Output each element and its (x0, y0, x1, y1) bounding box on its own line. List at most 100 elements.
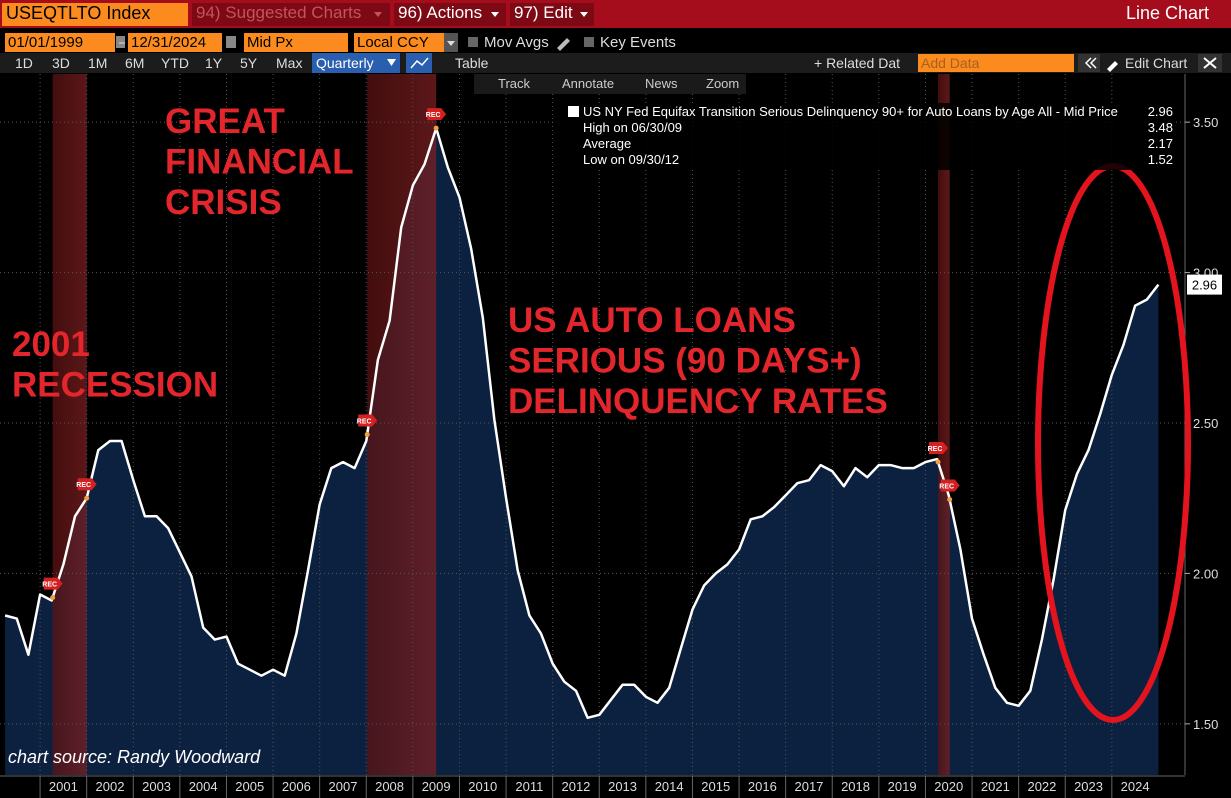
tools-bar (474, 74, 746, 94)
x-tick-label: 2008 (375, 779, 404, 794)
tool-button[interactable]: Zoom (706, 76, 740, 91)
menu-button[interactable]: 97) Edit (510, 3, 594, 26)
x-tick-label: 2001 (49, 779, 78, 794)
toggle-label[interactable]: Mov Avgs (484, 34, 549, 51)
chart-source: chart source: Randy Woodward (8, 747, 261, 767)
frequency-label[interactable]: Quarterly (316, 55, 374, 71)
ticker-field[interactable]: USEQTLTO Index (2, 3, 188, 26)
series-line (4, 126, 1160, 720)
legend-stat-value: 2.17 (1147, 136, 1173, 151)
period-button[interactable]: YTD (161, 55, 189, 71)
period-button[interactable]: 1D (15, 55, 33, 71)
related-button[interactable]: + Related Dat (814, 55, 900, 71)
x-tick-label: 2013 (608, 779, 637, 794)
add-data-placeholder[interactable]: Add Data (921, 55, 980, 71)
x-tick-label: 2019 (888, 779, 917, 794)
annotation: GREAT (165, 102, 285, 141)
tool-button[interactable]: News (645, 76, 678, 91)
period-button[interactable]: 5Y (240, 55, 258, 71)
recession-point (935, 459, 941, 465)
legend-stat-value: 1.52 (1147, 152, 1173, 167)
currency-field[interactable]: Local CCY (354, 33, 444, 52)
x-tick-label: 2020 (934, 779, 963, 794)
recession-point (433, 125, 439, 131)
y-tick-label: 1.50 (1193, 717, 1218, 732)
end-date-field[interactable]: 12/31/2024 (128, 33, 222, 52)
x-axis-strip (0, 775, 1231, 798)
annotation: 2001 (12, 325, 90, 364)
x-tick-label: 2003 (142, 779, 171, 794)
recession-point (84, 495, 90, 501)
legend-stat-label: Average (583, 136, 632, 152)
price-field[interactable]: Mid Px (244, 33, 348, 52)
last-value-tag (1187, 274, 1222, 295)
annotation: US AUTO LOANS (508, 301, 796, 340)
legend-stat-label: Low on 09/30/12 (583, 152, 680, 168)
toggle-label[interactable]: Key Events (600, 34, 676, 51)
recession-marker (43, 577, 63, 590)
recession-label: REC (928, 446, 943, 453)
y-tick-label: 2.50 (1193, 416, 1218, 431)
x-tick-label: 2022 (1027, 779, 1056, 794)
annotation: CRISIS (165, 183, 282, 222)
period-button[interactable]: 1M (88, 55, 108, 71)
x-tick-label: 2024 (1121, 779, 1150, 794)
period-button[interactable]: 6M (125, 55, 145, 71)
menu-button[interactable]: 96) Actions (394, 3, 506, 26)
x-tick-label: 2017 (794, 779, 823, 794)
recession-label: REC (42, 582, 57, 589)
x-tick-label: 2015 (701, 779, 730, 794)
annotation: SERIOUS (90 DAYS+) (508, 342, 862, 381)
recession-marker (427, 108, 447, 121)
recession-point (364, 432, 370, 438)
recession-marker (929, 441, 949, 454)
start-date-field[interactable]: 01/01/1999 (5, 33, 115, 52)
recession-label: REC (939, 484, 954, 491)
recession-point (947, 497, 953, 503)
recession-marker (358, 414, 378, 427)
x-tick-label: 2009 (422, 779, 451, 794)
x-tick-label: 2011 (515, 779, 543, 794)
x-tick-label: 2021 (981, 779, 1010, 794)
edit-chart-button[interactable]: Edit Chart (1125, 55, 1188, 71)
recession-point (50, 595, 56, 601)
recession-marker (940, 479, 960, 492)
legend-series-name: US NY Fed Equifax Transition Serious Del… (583, 104, 1118, 119)
menu-button[interactable]: 94) Suggested Charts (192, 3, 390, 26)
period-button[interactable]: 1Y (205, 55, 223, 71)
recession-label: REC (426, 112, 441, 119)
x-tick-label: 2014 (655, 779, 684, 794)
x-tick-label: 2010 (468, 779, 497, 794)
recession-label: REC (357, 419, 372, 426)
legend-stat-label: High on 06/30/09 (583, 120, 683, 136)
x-tick-label: 2007 (329, 779, 358, 794)
legend-last-value: 2.96 (1147, 104, 1173, 119)
period-button[interactable]: Max (276, 55, 303, 71)
legend-stat-value: 3.48 (1147, 120, 1173, 135)
recession-band (367, 74, 437, 775)
area-fill (5, 128, 1159, 775)
y-tick-label: 2.00 (1193, 566, 1218, 581)
legend-swatch (568, 106, 579, 117)
x-tick-label: 2006 (282, 779, 311, 794)
x-tick-label: 2005 (235, 779, 264, 794)
x-tick-label: 2016 (748, 779, 777, 794)
tool-button[interactable]: Track (498, 76, 531, 91)
period-button[interactable]: 3D (52, 55, 70, 71)
table-button[interactable]: Table (455, 55, 489, 71)
recession-band (938, 74, 950, 775)
x-tick-label: 2012 (561, 779, 590, 794)
recession-marker (77, 478, 97, 491)
annotation: RECESSION (12, 366, 218, 405)
x-tick-label: 2018 (841, 779, 870, 794)
y-tick-label: 3.50 (1193, 115, 1218, 130)
annotation: DELINQUENCY RATES (508, 382, 888, 421)
x-tick-label: 2004 (189, 779, 218, 794)
last-value-label: 2.96 (1192, 278, 1217, 293)
tool-button[interactable]: Annotate (562, 76, 615, 91)
chart-type-label: Line Chart (1125, 3, 1209, 23)
x-tick-label: 2002 (96, 779, 125, 794)
recession-label: REC (76, 482, 91, 489)
